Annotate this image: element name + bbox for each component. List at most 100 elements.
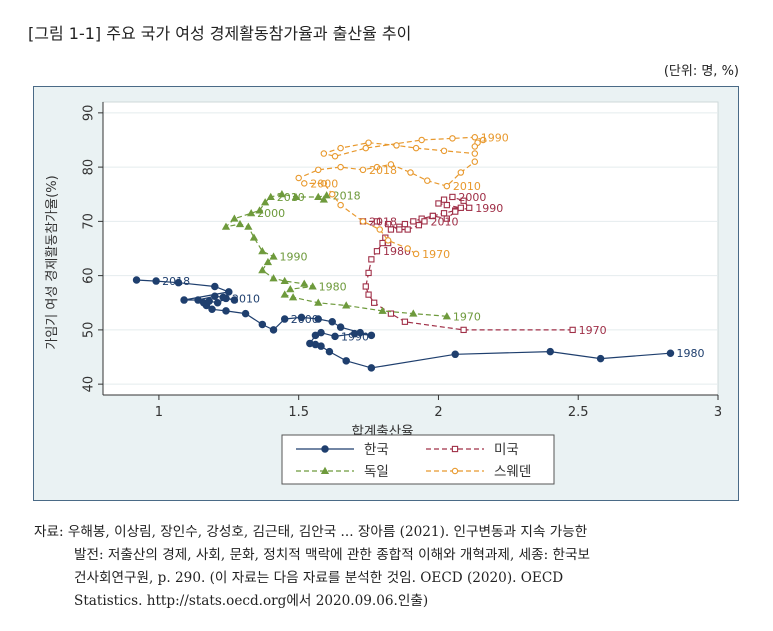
data-point-sweden xyxy=(337,163,344,171)
data-point-sweden xyxy=(479,136,487,144)
data-point-usa xyxy=(415,222,423,229)
data-point-germany xyxy=(314,192,323,200)
year-label-germany: 2000 xyxy=(257,207,285,220)
data-point-sweden xyxy=(393,142,400,149)
data-point-germany xyxy=(286,284,295,293)
year-label-sweden: 1990 xyxy=(481,131,509,144)
data-point-korea xyxy=(219,293,227,302)
data-point-usa xyxy=(365,269,372,277)
data-point-sweden xyxy=(320,180,328,187)
year-label-korea: 2018 xyxy=(162,275,190,288)
y-tick-label: 80 xyxy=(82,159,97,176)
data-point-usa xyxy=(396,226,403,233)
data-point-germany xyxy=(269,274,278,282)
data-point-germany xyxy=(280,276,289,285)
source-line-3: 건사회연구원, p. 290. (이 자료는 다음 자료를 분석한 것임. OE… xyxy=(74,570,564,586)
data-point-korea xyxy=(225,288,233,296)
data-point-korea xyxy=(132,276,141,284)
data-point-korea xyxy=(356,328,364,337)
data-point-germany xyxy=(221,222,231,230)
data-point-usa xyxy=(460,197,467,204)
data-point-usa xyxy=(449,193,456,201)
year-label-usa: 2010 xyxy=(430,215,458,228)
data-point-korea xyxy=(222,307,230,315)
data-point-korea xyxy=(213,299,222,307)
x-tick-label: 2 xyxy=(434,405,442,420)
data-point-usa xyxy=(387,310,395,317)
year-label-sweden: 2000 xyxy=(310,177,338,190)
data-point-sweden xyxy=(384,237,392,244)
data-point-usa xyxy=(365,291,372,298)
data-point-germany xyxy=(247,209,256,217)
year-label-korea: 1990 xyxy=(341,330,369,343)
data-point-korea xyxy=(152,277,160,285)
data-point-korea xyxy=(546,347,555,356)
data-point-germany xyxy=(258,265,267,274)
unit-label: (단위: 명, %) xyxy=(663,64,739,79)
year-label-sweden: 1970 xyxy=(422,248,450,261)
data-point-usa xyxy=(435,200,442,207)
x-tick-label: 1.5 xyxy=(288,405,309,420)
data-point-usa xyxy=(457,204,464,211)
data-point-germany xyxy=(230,214,239,222)
legend-marker-usa xyxy=(451,445,459,453)
data-point-germany xyxy=(266,192,275,200)
data-point-korea xyxy=(180,296,188,304)
data-point-korea xyxy=(331,332,339,341)
legend-marker-korea xyxy=(321,445,329,453)
data-point-korea xyxy=(336,323,345,331)
data-point-germany xyxy=(442,312,451,320)
legend-box xyxy=(281,434,555,485)
data-point-germany xyxy=(258,247,267,255)
year-label-sweden: 2018 xyxy=(369,164,397,177)
data-point-germany xyxy=(409,309,418,317)
data-point-sweden xyxy=(337,144,344,152)
data-point-usa xyxy=(440,196,448,203)
data-point-germany xyxy=(322,191,331,199)
data-point-korea xyxy=(317,328,325,337)
data-point-sweden xyxy=(320,150,328,157)
data-point-germany xyxy=(288,293,298,301)
data-point-usa xyxy=(404,226,411,233)
data-point-germany xyxy=(269,252,278,260)
data-point-sweden xyxy=(387,161,395,168)
legend-label-germany: 독일 xyxy=(364,464,389,480)
data-point-germany xyxy=(255,206,264,214)
figure-title: [그림 1-1] 주요 국가 여성 경제활동참가율과 출산율 추이 xyxy=(28,24,412,43)
data-point-sweden xyxy=(471,134,479,141)
data-point-sweden xyxy=(376,226,383,233)
data-point-usa xyxy=(401,318,409,325)
y-tick-label: 40 xyxy=(82,376,97,393)
data-point-korea xyxy=(211,292,219,300)
legend-label-korea: 한국 xyxy=(364,442,389,458)
legend-label-usa: 미국 xyxy=(494,442,519,458)
data-point-sweden xyxy=(331,153,339,160)
data-point-usa xyxy=(373,248,381,255)
data-point-korea xyxy=(230,296,239,304)
year-label-germany: 2018 xyxy=(333,189,361,202)
data-point-germany xyxy=(342,301,351,309)
data-point-usa xyxy=(443,201,450,209)
y-axis-title: 가임기 여성 경제활동참가율(%) xyxy=(45,175,60,349)
data-point-sweden xyxy=(412,250,420,258)
data-point-sweden xyxy=(359,218,367,225)
data-point-sweden xyxy=(412,144,420,152)
data-point-korea xyxy=(297,313,306,322)
year-label-korea: 2000 xyxy=(291,313,319,326)
legend-marker-germany xyxy=(320,466,330,475)
data-point-sweden xyxy=(404,245,411,252)
year-label-usa: 1990 xyxy=(475,202,503,215)
data-point-germany xyxy=(319,195,328,203)
data-point-sweden xyxy=(440,147,448,155)
year-label-germany: 2010 xyxy=(277,191,305,204)
data-point-sweden xyxy=(471,158,479,165)
data-point-korea xyxy=(342,357,350,365)
data-point-usa xyxy=(460,326,467,334)
data-point-sweden xyxy=(373,163,381,171)
x-tick-label: 1 xyxy=(155,405,163,420)
year-label-usa: 2018 xyxy=(369,215,397,228)
year-label-germany: 1970 xyxy=(453,310,481,323)
data-point-usa xyxy=(452,208,459,215)
data-point-usa xyxy=(373,218,381,225)
